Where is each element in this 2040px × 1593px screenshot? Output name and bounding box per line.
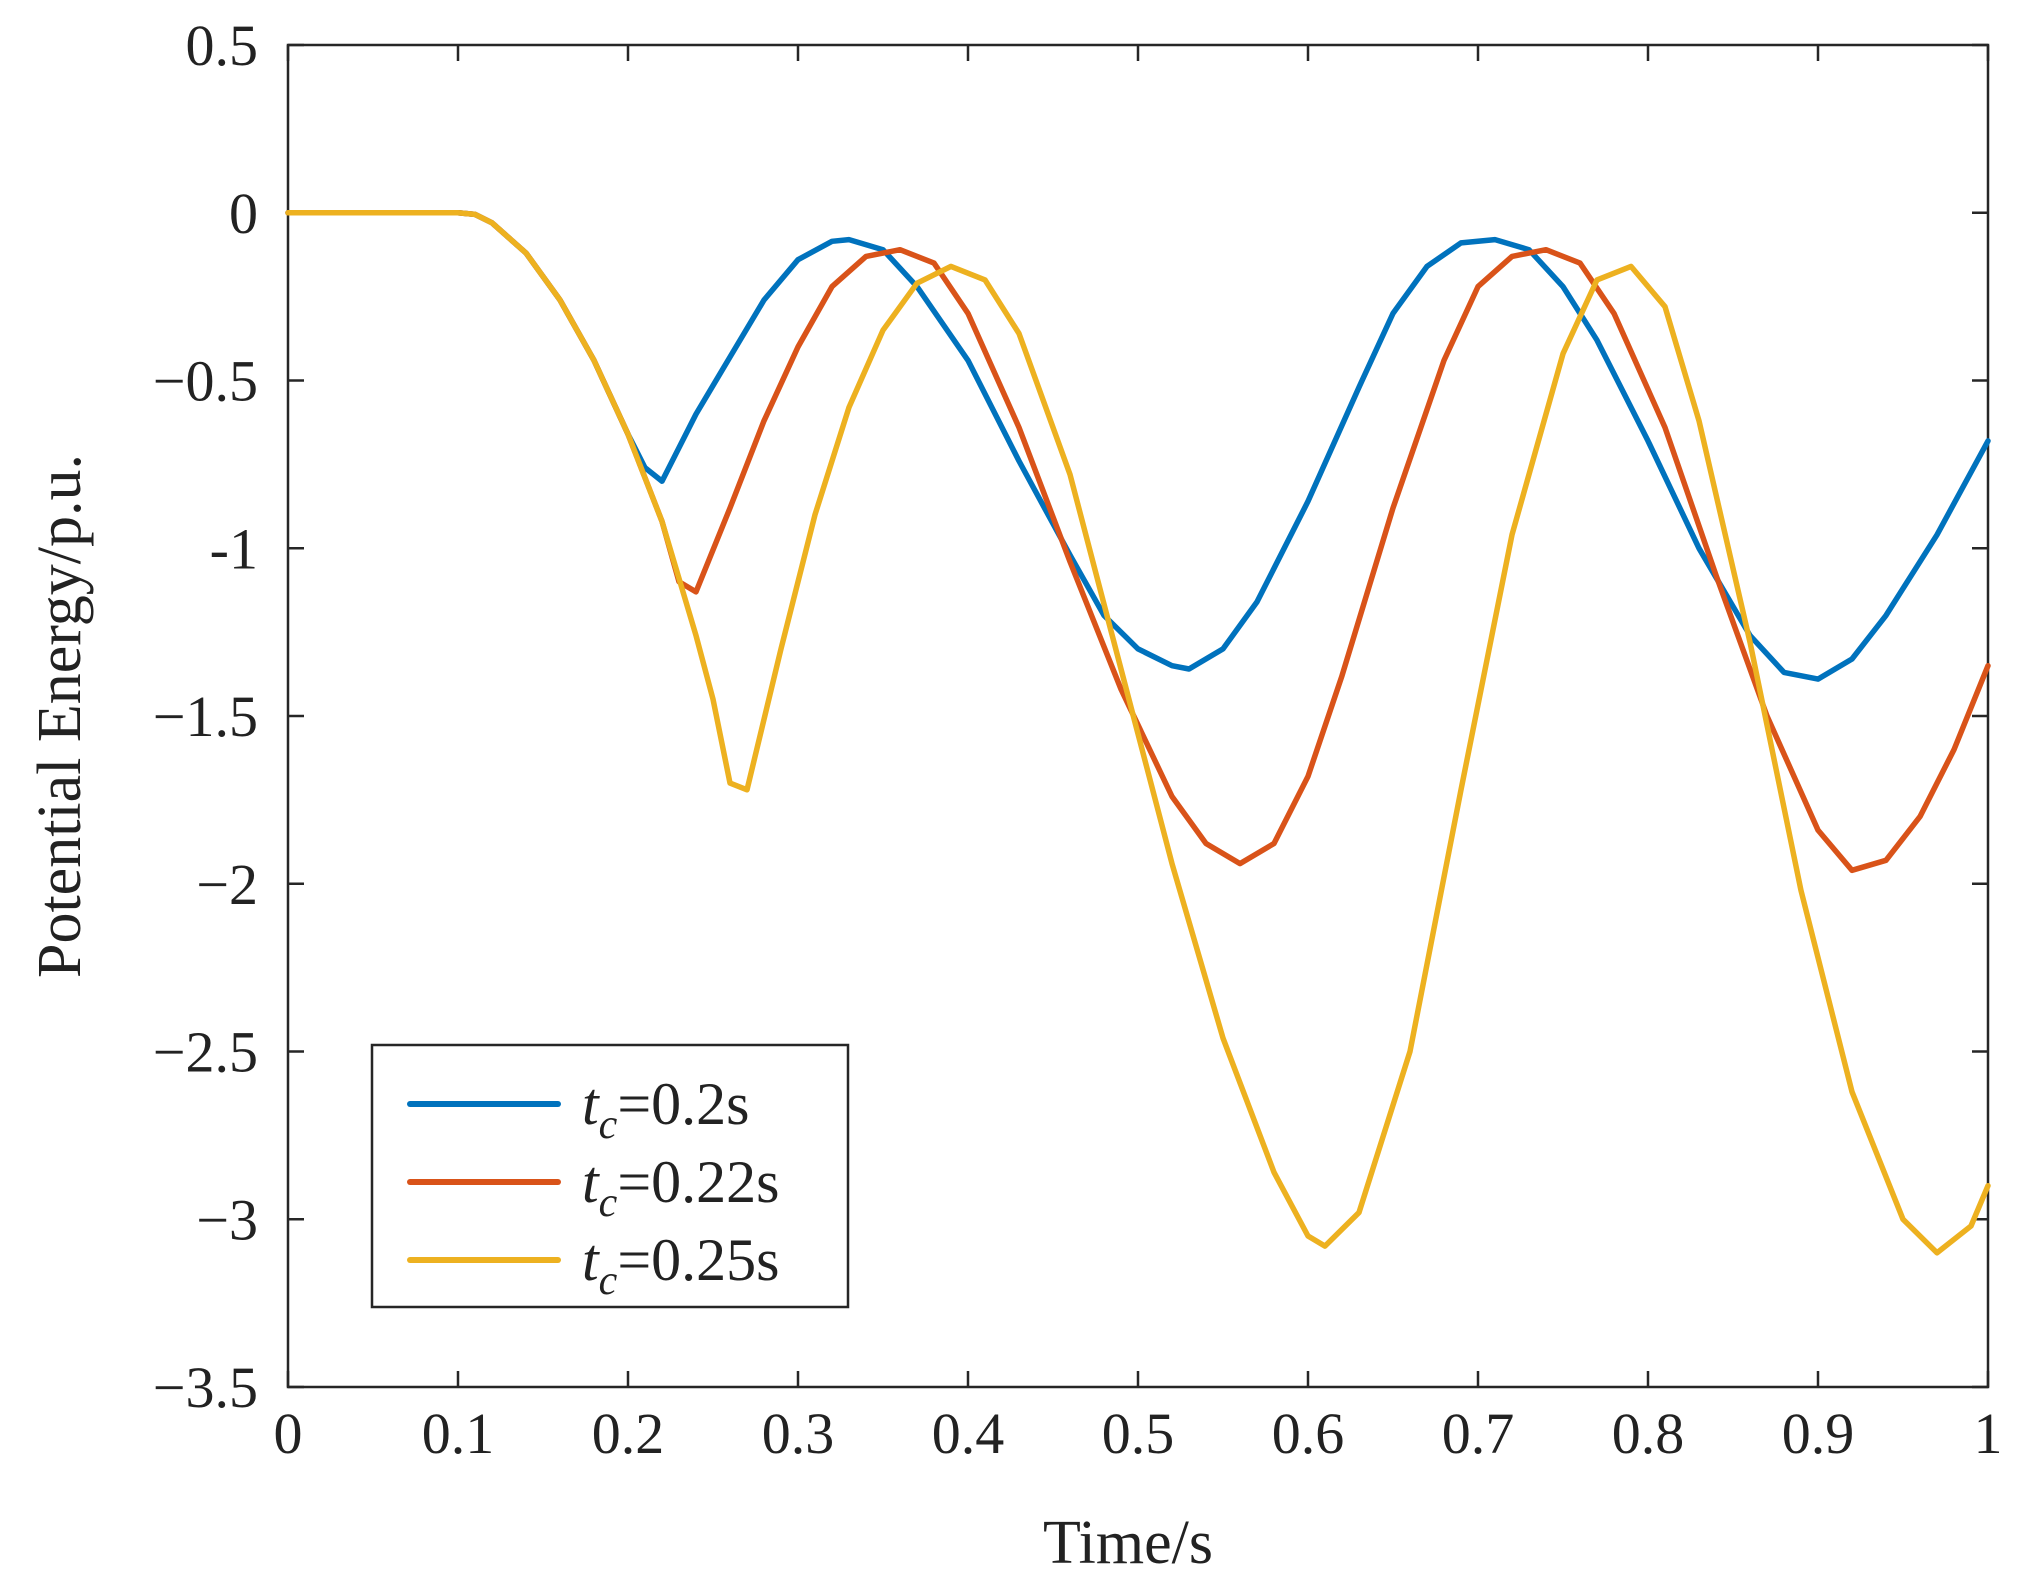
x-tick-label: 0.9 — [1782, 1401, 1855, 1466]
x-tick-label: 0.1 — [422, 1401, 495, 1466]
y-tick-label: −3 — [196, 1187, 258, 1252]
x-tick-label: 1 — [1974, 1401, 2003, 1466]
x-tick-label: 0.4 — [932, 1401, 1005, 1466]
y-tick-label: 0.5 — [186, 13, 259, 78]
y-tick-label: −3.5 — [153, 1355, 258, 1420]
y-tick-label: −2.5 — [153, 1020, 258, 1085]
legend-label-2: tc=0.22s — [582, 1149, 780, 1226]
series-line-3 — [285, 210, 1991, 1256]
y-tick-label: −2 — [196, 852, 258, 917]
series-lines — [285, 210, 1991, 1256]
y-tick-label: −1.5 — [153, 684, 258, 749]
x-tick-labels: 0 0.1 0.2 0.3 0.4 0.5 0.6 0.7 0.8 0.9 1 — [274, 1401, 2003, 1466]
x-tick-label: 0.3 — [762, 1401, 835, 1466]
y-tick-labels: 0.5 0 −0.5 -1 −1.5 −2 −2.5 −3 −3.5 — [153, 13, 258, 1420]
x-tick-label: 0.7 — [1442, 1401, 1515, 1466]
x-axis-label: Time/s — [1043, 1509, 1213, 1577]
legend-label-1: tc=0.2s — [582, 1071, 750, 1148]
tick-marks — [286, 43, 1990, 1389]
y-axis-label: Potential Energy/p.u. — [26, 454, 94, 978]
y-tick-label: 0 — [229, 181, 258, 246]
legend-label-3: tc=0.25s — [582, 1227, 780, 1304]
legend-box — [370, 1043, 850, 1309]
x-tick-label: 0.5 — [1102, 1401, 1175, 1466]
y-tick-label: −0.5 — [153, 349, 258, 414]
x-tick-label: 0.2 — [592, 1401, 665, 1466]
y-tick-label: -1 — [210, 516, 258, 581]
x-tick-label: 0.6 — [1272, 1401, 1345, 1466]
x-tick-label: 0.8 — [1612, 1401, 1685, 1466]
x-tick-label: 0 — [274, 1401, 303, 1466]
